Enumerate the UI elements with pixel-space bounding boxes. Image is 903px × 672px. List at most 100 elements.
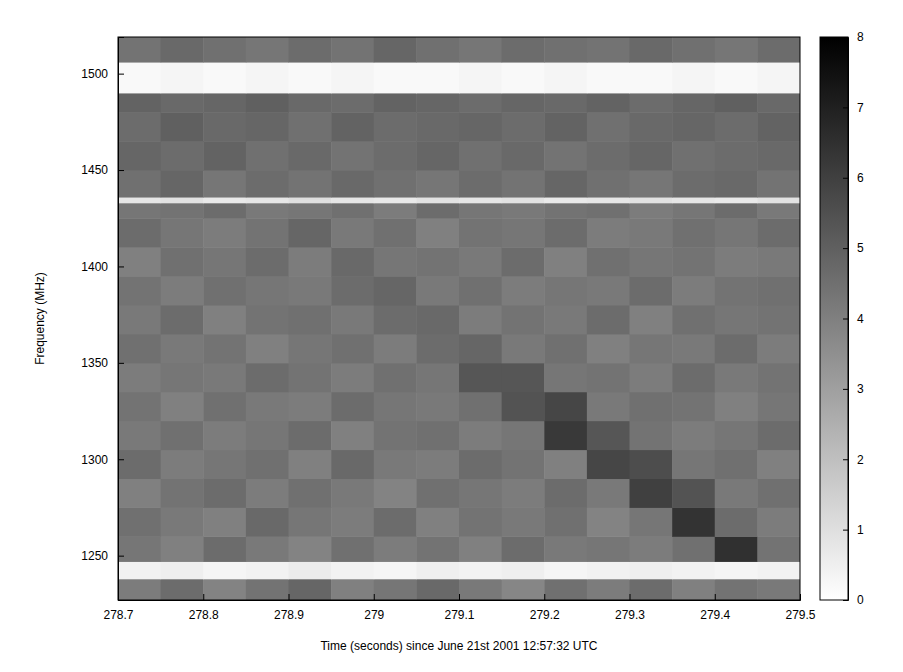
heatmap-cell xyxy=(630,141,673,170)
heatmap-cell xyxy=(118,334,161,363)
tick-mark xyxy=(843,107,848,108)
heatmap-cell xyxy=(416,197,459,203)
heatmap-cell xyxy=(118,170,161,197)
tick-mark xyxy=(715,594,716,600)
heatmap-cell xyxy=(757,392,800,421)
heatmap-cell xyxy=(161,536,204,562)
heatmap-cell xyxy=(502,218,545,247)
heatmap-cell xyxy=(757,37,800,63)
heatmap-cell xyxy=(246,141,289,170)
tick-mark xyxy=(118,170,124,171)
heatmap-cell xyxy=(544,62,587,93)
heatmap-cell xyxy=(289,37,332,63)
heatmap-cell xyxy=(630,392,673,421)
heatmap-cell xyxy=(118,141,161,170)
heatmap-cell xyxy=(715,247,758,276)
heatmap-cell xyxy=(672,305,715,334)
tick-label: 1 xyxy=(857,523,864,537)
heatmap-cell xyxy=(416,62,459,93)
heatmap-cell xyxy=(416,276,459,305)
heatmap-cell xyxy=(715,579,758,600)
heatmap-cell xyxy=(502,170,545,197)
heatmap-cell xyxy=(757,247,800,276)
heatmap-cell xyxy=(459,247,502,276)
heatmap-cell xyxy=(757,450,800,479)
heatmap-cell xyxy=(544,363,587,392)
heatmap-cell xyxy=(331,141,374,170)
heatmap-cell xyxy=(331,579,374,600)
tick: 279.2 xyxy=(530,594,560,622)
heatmap-cell xyxy=(544,561,587,579)
heatmap-cell xyxy=(374,421,417,450)
tick-label: 1450 xyxy=(81,163,108,177)
heatmap-cell xyxy=(502,536,545,562)
heatmap-cell xyxy=(161,218,204,247)
heatmap-cell xyxy=(246,62,289,93)
tick-label: 279.3 xyxy=(615,608,645,622)
heatmap-cell xyxy=(544,218,587,247)
heatmap-cell xyxy=(672,450,715,479)
heatmap-cell xyxy=(630,203,673,219)
heatmap-cell xyxy=(416,247,459,276)
heatmap-cell xyxy=(502,305,545,334)
tick-mark xyxy=(118,459,124,460)
heatmap-cell xyxy=(715,93,758,113)
heatmap-cell xyxy=(587,305,630,334)
heatmap-cell xyxy=(374,561,417,579)
heatmap-cell xyxy=(374,62,417,93)
heatmap-cell xyxy=(672,276,715,305)
heatmap-cell xyxy=(416,305,459,334)
heatmap-cell xyxy=(587,218,630,247)
heatmap-cell xyxy=(587,247,630,276)
heatmap-cell xyxy=(374,112,417,141)
heatmap-cell xyxy=(374,37,417,63)
heatmap-cell xyxy=(757,141,800,170)
tick: 8 xyxy=(843,30,864,44)
heatmap-cell xyxy=(544,37,587,63)
heatmap-cell xyxy=(416,507,459,536)
heatmap-cell xyxy=(289,247,332,276)
heatmap-cell xyxy=(459,507,502,536)
heatmap-cell xyxy=(587,37,630,63)
x-axis: 278.7278.8278.9279279.1279.2279.3279.427… xyxy=(103,594,815,622)
tick-mark xyxy=(843,248,848,249)
heatmap-cell xyxy=(757,203,800,219)
tick-label: 1500 xyxy=(81,67,108,81)
heatmap-cell xyxy=(502,112,545,141)
heatmap-cell xyxy=(118,112,161,141)
tick-label: 278.7 xyxy=(103,608,133,622)
x-axis-title: Time (seconds) since June 21st 2001 12:5… xyxy=(320,639,597,653)
heatmap-cell xyxy=(630,579,673,600)
tick-label: 3 xyxy=(857,382,864,396)
heatmap-cell xyxy=(630,112,673,141)
heatmap-cell xyxy=(289,363,332,392)
heatmap-cell xyxy=(672,334,715,363)
heatmap-cell xyxy=(459,62,502,93)
heatmap-cell xyxy=(672,579,715,600)
heatmap-cell xyxy=(630,218,673,247)
heatmap-cell xyxy=(374,334,417,363)
heatmap-cell xyxy=(203,334,246,363)
axis-line xyxy=(119,38,125,601)
heatmap-cell xyxy=(118,536,161,562)
heatmap-cell xyxy=(246,392,289,421)
heatmap-cell xyxy=(715,479,758,508)
heatmap-cell xyxy=(630,62,673,93)
tick-mark xyxy=(800,594,801,600)
tick: 1300 xyxy=(81,453,124,467)
heatmap-cell xyxy=(289,141,332,170)
heatmap-cell xyxy=(331,334,374,363)
heatmap-cell xyxy=(715,276,758,305)
heatmap-cell xyxy=(203,62,246,93)
heatmap-cell xyxy=(161,276,204,305)
tick: 1 xyxy=(843,523,864,537)
heatmap-cell xyxy=(587,93,630,113)
heatmap-cell xyxy=(161,170,204,197)
tick: 279.5 xyxy=(785,594,815,622)
heatmap-cell xyxy=(587,536,630,562)
heatmap-cell xyxy=(459,561,502,579)
heatmap-cell xyxy=(203,37,246,63)
tick: 279 xyxy=(364,594,384,622)
heatmap-cell xyxy=(416,579,459,600)
heatmap-cell xyxy=(246,93,289,113)
